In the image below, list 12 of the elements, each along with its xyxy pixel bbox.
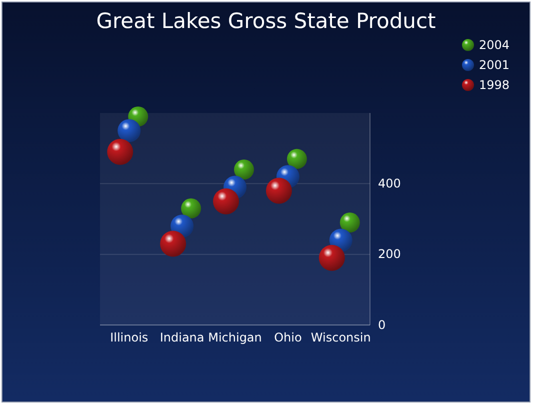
x-tick-label: Indiana: [160, 330, 204, 345]
y-tick-label: 400: [378, 176, 401, 191]
legend-label: 2001: [479, 58, 510, 72]
y-tick-label: 0: [378, 318, 386, 332]
x-tick-label: Michigan: [208, 330, 262, 345]
x-tick-label: Ohio: [274, 330, 302, 345]
chart-title: Great Lakes Gross State Product: [96, 9, 436, 33]
x-tick-label: Wisconsin: [310, 330, 371, 345]
y-tick-label: 200: [378, 247, 401, 262]
legend-label: 2004: [479, 38, 510, 52]
x-tick-label: Illinois: [110, 330, 148, 345]
legend-label: 1998: [479, 78, 510, 92]
